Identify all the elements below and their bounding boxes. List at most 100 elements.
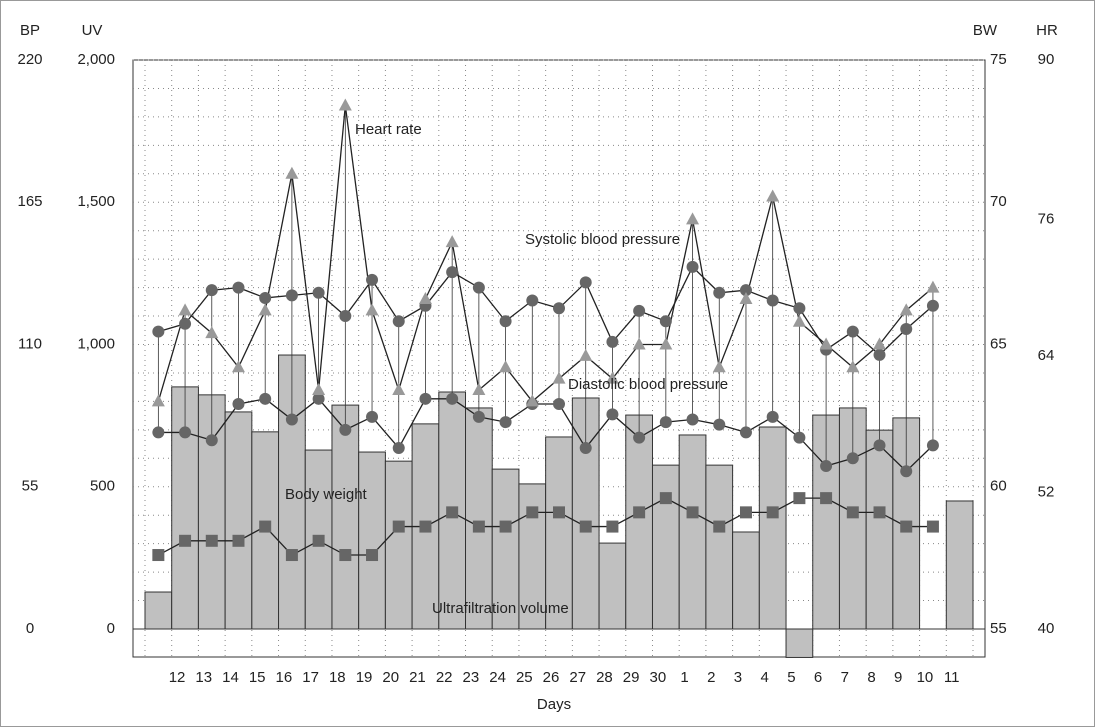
point <box>499 315 512 328</box>
y3-tick-label: 70 <box>990 193 1007 210</box>
point <box>312 286 325 299</box>
y3-tick-label: 75 <box>990 51 1007 68</box>
point <box>926 299 939 312</box>
point <box>793 492 806 505</box>
point <box>739 426 752 439</box>
point <box>259 291 272 304</box>
bar <box>465 407 493 630</box>
x-tick-label: 3 <box>734 669 742 686</box>
x-tick-label: 18 <box>329 669 346 686</box>
x-tick-label: 22 <box>436 669 453 686</box>
point <box>579 276 592 289</box>
x-tick-label: 1 <box>680 669 688 686</box>
point <box>793 431 806 444</box>
hr-axis-label: HR <box>1036 22 1058 39</box>
point <box>659 416 672 429</box>
y-tick-label: 55 <box>22 478 39 495</box>
series-annotation: Body weight <box>285 486 368 503</box>
x-tick-label: 11 <box>944 669 960 686</box>
point <box>259 520 272 533</box>
y3-tick-label: 60 <box>990 478 1007 495</box>
x-tick-label: 12 <box>169 669 186 686</box>
x-tick-label: 24 <box>489 669 506 686</box>
point <box>258 303 272 316</box>
series-annotation: Heart rate <box>355 121 422 138</box>
point <box>152 549 165 562</box>
point <box>446 392 459 405</box>
bw-axis-label: BW <box>973 22 998 39</box>
bar <box>545 436 573 630</box>
x-tick-label: 14 <box>222 669 239 686</box>
point <box>339 423 352 436</box>
point <box>179 317 192 330</box>
x-tick-label: 4 <box>761 669 769 686</box>
point <box>526 294 539 307</box>
point <box>553 506 565 519</box>
y4-tick-label: 64 <box>1038 347 1055 364</box>
point <box>873 506 886 519</box>
bar <box>732 531 760 630</box>
point <box>792 314 806 327</box>
point <box>338 98 352 111</box>
y4-tick-label: 40 <box>1038 620 1055 637</box>
point <box>418 291 432 304</box>
point <box>499 520 512 533</box>
point <box>606 408 619 421</box>
point <box>659 315 672 328</box>
bar <box>865 429 894 630</box>
point <box>899 303 913 316</box>
series-annotation: Systolic blood pressure <box>525 231 680 248</box>
x-tick-label: 28 <box>596 669 613 686</box>
point <box>285 413 298 426</box>
x-tick-label: 13 <box>195 669 212 686</box>
point <box>659 337 673 350</box>
point <box>846 360 860 373</box>
point <box>633 431 646 444</box>
point <box>686 260 699 273</box>
point <box>419 520 432 533</box>
y-tick-label: 0 <box>26 620 34 637</box>
point <box>285 549 298 562</box>
x-tick-label: 25 <box>516 669 533 686</box>
point <box>846 325 859 338</box>
point <box>632 337 646 350</box>
point <box>633 304 646 317</box>
x-tick-label: 6 <box>814 669 822 686</box>
point <box>285 289 298 302</box>
bar <box>144 591 173 630</box>
y2-tick-label: 1,000 <box>77 335 115 352</box>
point <box>605 371 619 384</box>
point <box>445 235 459 248</box>
x-tick-label: 20 <box>382 669 399 686</box>
point <box>472 410 485 423</box>
point <box>499 360 513 373</box>
x-tick-label: 17 <box>302 669 319 686</box>
point <box>392 383 406 396</box>
y3-tick-label: 65 <box>990 335 1007 352</box>
point <box>152 426 165 439</box>
point <box>232 397 245 410</box>
point <box>820 492 833 505</box>
point <box>712 360 726 373</box>
y-tick-label: 220 <box>17 51 42 68</box>
x-tick-label: 2 <box>707 669 715 686</box>
point <box>926 520 939 533</box>
point <box>526 506 539 519</box>
point <box>472 383 486 396</box>
x-tick-label: 19 <box>356 669 373 686</box>
point <box>525 394 539 407</box>
y2-tick-label: 1,500 <box>77 193 115 210</box>
point <box>793 302 806 315</box>
point <box>366 410 379 423</box>
point <box>713 286 726 299</box>
point <box>766 294 779 307</box>
point <box>926 280 940 293</box>
bar <box>651 464 680 630</box>
point <box>633 506 646 519</box>
point <box>713 520 726 533</box>
point <box>365 303 379 316</box>
point <box>392 441 405 454</box>
point <box>846 506 859 519</box>
point <box>553 302 565 315</box>
